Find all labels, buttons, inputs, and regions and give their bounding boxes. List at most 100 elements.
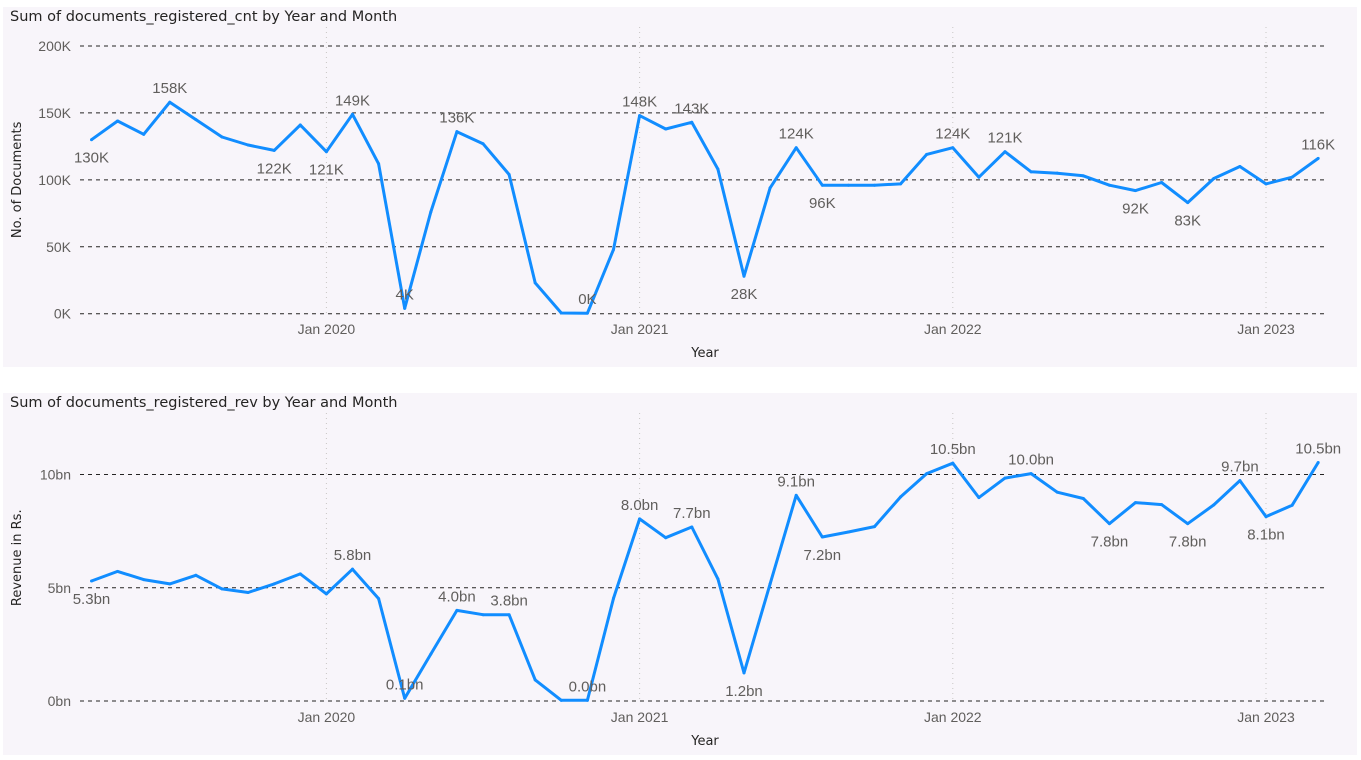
- data-point: [873, 525, 876, 529]
- x-axis-title: Year: [690, 734, 719, 749]
- data-point: [90, 138, 93, 142]
- revenue-chart: Sum of documents_registered_rev by Year …: [3, 393, 1357, 755]
- x-tick-label: Jan 2022: [924, 321, 982, 337]
- data-point: [220, 135, 224, 139]
- y-tick-label: 0K: [54, 306, 72, 322]
- data-label: 7.2bn: [804, 547, 842, 564]
- data-point: [585, 311, 589, 315]
- data-point: [638, 517, 642, 521]
- data-point: [455, 608, 459, 612]
- data-point: [951, 146, 955, 150]
- data-point: [246, 591, 250, 595]
- data-label: 148K: [622, 94, 657, 111]
- data-label: 9.7bn: [1221, 459, 1259, 476]
- data-point: [716, 167, 720, 171]
- y-tick-label: 150K: [38, 105, 71, 121]
- data-point: [1160, 503, 1164, 507]
- x-tick-label: Jan 2023: [1237, 321, 1295, 337]
- data-point: [351, 112, 354, 116]
- data-point: [742, 274, 746, 278]
- data-point: [925, 472, 929, 476]
- data-label: 143K: [674, 100, 709, 117]
- data-point: [559, 698, 563, 702]
- data-label: 121K: [987, 130, 1022, 147]
- data-point: [1134, 501, 1137, 505]
- data-point: [977, 496, 981, 500]
- x-tick-label: Jan 2021: [611, 321, 669, 337]
- data-label: 0K: [578, 291, 596, 308]
- data-label: 149K: [335, 92, 370, 109]
- data-point: [664, 536, 668, 540]
- data-label: 124K: [779, 126, 814, 143]
- data-point: [873, 183, 876, 187]
- documents-count-chart: Sum of documents_registered_cnt by Year …: [3, 7, 1357, 367]
- data-point: [272, 148, 276, 152]
- data-point: [1029, 472, 1033, 476]
- data-point: [1264, 515, 1268, 519]
- data-point: [977, 175, 981, 179]
- data-point: [846, 530, 850, 534]
- data-point: [1186, 522, 1190, 526]
- data-label: 130K: [74, 150, 109, 167]
- y-axis-title: Revenue in Rs.: [10, 509, 25, 606]
- x-tick-label: Jan 2020: [298, 709, 356, 725]
- data-point: [1264, 182, 1268, 186]
- data-label: 136K: [439, 110, 474, 127]
- data-point: [612, 596, 615, 600]
- data-point: [925, 152, 929, 156]
- data-point: [742, 671, 746, 675]
- y-tick-label: 100K: [38, 172, 71, 188]
- data-point: [690, 525, 694, 529]
- data-label: 7.7bn: [673, 505, 711, 522]
- data-point: [481, 142, 485, 146]
- data-point: [194, 118, 198, 122]
- data-label: 10.5bn: [930, 441, 976, 458]
- data-point: [429, 652, 433, 656]
- data-point: [403, 306, 407, 310]
- data-point: [559, 311, 563, 315]
- y-tick-label: 10bn: [40, 467, 71, 483]
- data-label: 92K: [1122, 201, 1149, 218]
- data-label: 83K: [1174, 213, 1201, 230]
- data-point: [1081, 497, 1085, 501]
- data-point: [1029, 170, 1033, 174]
- data-point: [794, 493, 798, 497]
- data-point: [403, 696, 407, 700]
- data-point: [142, 132, 146, 136]
- data-point: [1160, 181, 1164, 185]
- data-point: [507, 172, 511, 176]
- data-point: [638, 114, 642, 118]
- data-point: [1134, 189, 1137, 193]
- data-point: [1055, 171, 1059, 175]
- data-label: 10.5bn: [1295, 440, 1341, 457]
- data-label: 10.0bn: [1008, 452, 1054, 469]
- data-point: [429, 210, 433, 214]
- data-point: [324, 150, 328, 154]
- data-point: [298, 572, 302, 576]
- data-point: [846, 183, 850, 187]
- data-point: [90, 579, 93, 583]
- data-point: [1290, 175, 1294, 179]
- data-label: 116K: [1301, 136, 1335, 153]
- data-label: 1.2bn: [725, 683, 763, 700]
- y-axis-title: No. of Documents: [10, 121, 25, 238]
- series-line: [90, 100, 1320, 315]
- data-point: [1316, 460, 1320, 464]
- data-point: [377, 597, 381, 601]
- data-point: [1290, 503, 1294, 507]
- data-point: [116, 569, 120, 573]
- data-point: [899, 182, 903, 186]
- data-point: [1003, 476, 1007, 480]
- data-point: [481, 613, 485, 617]
- data-point: [1212, 177, 1216, 181]
- data-point: [768, 582, 772, 586]
- data-point: [820, 535, 824, 539]
- data-point: [612, 247, 615, 251]
- data-point: [820, 183, 824, 187]
- data-point: [324, 592, 328, 596]
- data-point: [768, 186, 772, 190]
- data-label: 3.8bn: [490, 593, 528, 610]
- data-point: [351, 567, 354, 571]
- y-tick-label: 200K: [38, 38, 71, 54]
- data-label: 121K: [309, 162, 344, 179]
